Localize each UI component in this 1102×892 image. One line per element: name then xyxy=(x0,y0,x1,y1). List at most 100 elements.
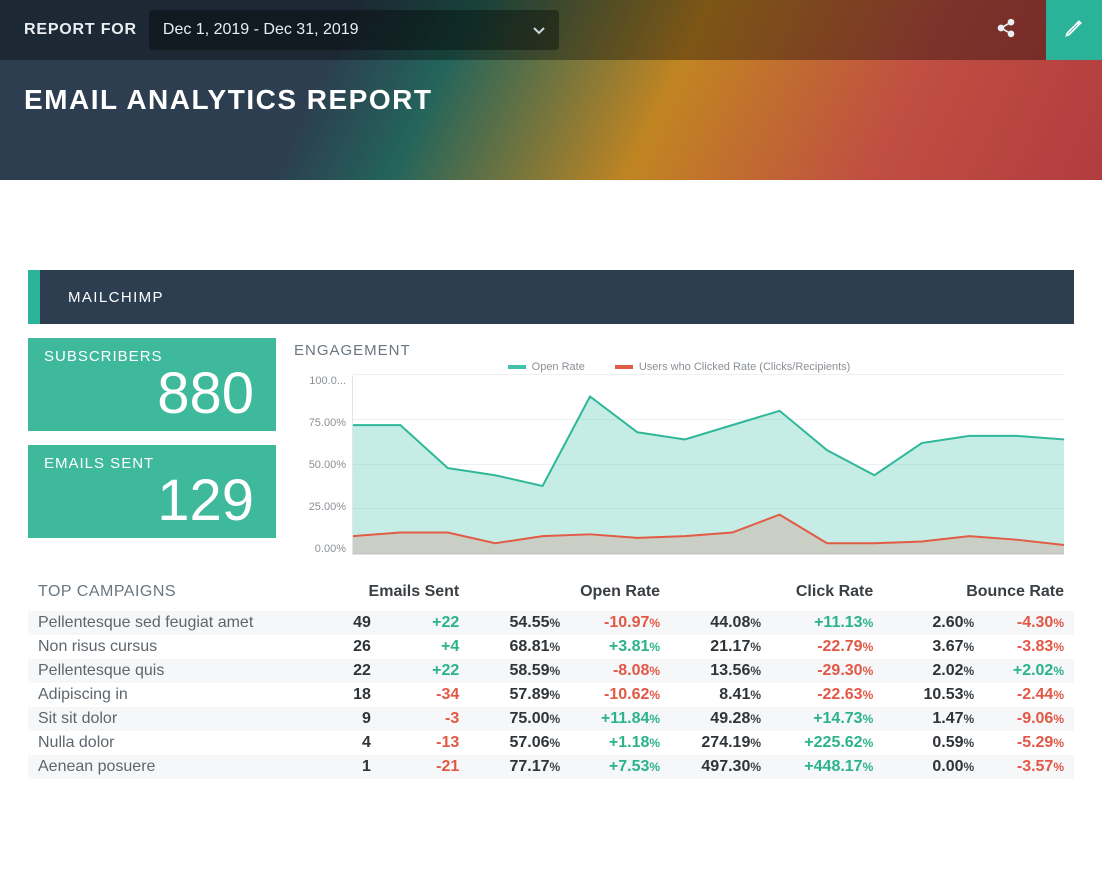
section-title: MAILCHIMP xyxy=(68,289,164,306)
cell-delta: +11.84% xyxy=(570,707,670,731)
y-tick: 75.00% xyxy=(294,417,346,429)
cell-delta: -13 xyxy=(381,731,469,755)
col-emails-sent: Emails Sent xyxy=(280,577,469,611)
cell-value: 13.56% xyxy=(670,659,771,683)
col-click-rate: Click Rate xyxy=(670,577,883,611)
cell-delta: -4.30% xyxy=(984,611,1074,635)
cell-delta: -34 xyxy=(381,683,469,707)
legend-swatch xyxy=(615,365,633,369)
share-button[interactable] xyxy=(978,0,1034,60)
cell-value: 2.60% xyxy=(883,611,984,635)
cell-value: 22 xyxy=(280,659,381,683)
campaign-name: Aenean posuere xyxy=(28,755,280,779)
cell-value: 57.06% xyxy=(469,731,570,755)
cell-value: 44.08% xyxy=(670,611,771,635)
date-range-value: Dec 1, 2019 - Dec 31, 2019 xyxy=(163,21,359,39)
table-row: Pellentesque sed feugiat amet49+2254.55%… xyxy=(28,611,1074,635)
subscribers-value: 880 xyxy=(44,365,260,423)
metrics-row: SUBSCRIBERS 880 EMAILS SENT 129 ENGAGEME… xyxy=(28,338,1074,555)
content-area: MAILCHIMP SUBSCRIBERS 880 EMAILS SENT 12… xyxy=(0,180,1102,779)
cell-value: 57.89% xyxy=(469,683,570,707)
cell-delta: +14.73% xyxy=(771,707,883,731)
cell-value: 26 xyxy=(280,635,381,659)
cell-delta: -8.08% xyxy=(570,659,670,683)
table-row: Nulla dolor4-1357.06%+1.18%274.19%+225.6… xyxy=(28,731,1074,755)
chart-legend: Open Rate Users who Clicked Rate (Clicks… xyxy=(294,361,1064,373)
cell-delta: +11.13% xyxy=(771,611,883,635)
legend-item-click-rate: Users who Clicked Rate (Clicks/Recipient… xyxy=(615,361,851,373)
legend-label: Users who Clicked Rate (Clicks/Recipient… xyxy=(639,361,851,373)
cell-delta: +22 xyxy=(381,659,469,683)
cell-value: 21.17% xyxy=(670,635,771,659)
cell-value: 10.53% xyxy=(883,683,984,707)
stats-column: SUBSCRIBERS 880 EMAILS SENT 129 xyxy=(28,338,276,555)
col-open-rate: Open Rate xyxy=(469,577,670,611)
chart-body: 100.0... 75.00% 50.00% 25.00% 0.00% xyxy=(294,375,1064,555)
cell-value: 18 xyxy=(280,683,381,707)
y-axis: 100.0... 75.00% 50.00% 25.00% 0.00% xyxy=(294,375,352,555)
cell-delta: -9.06% xyxy=(984,707,1074,731)
table-title: TOP CAMPAIGNS xyxy=(28,577,280,611)
engagement-chart: ENGAGEMENT Open Rate Users who Clicked R… xyxy=(294,338,1074,555)
y-tick: 25.00% xyxy=(294,501,346,513)
y-tick: 0.00% xyxy=(294,543,346,555)
cell-delta: +3.81% xyxy=(570,635,670,659)
cell-delta: +1.18% xyxy=(570,731,670,755)
topbar: REPORT FOR Dec 1, 2019 - Dec 31, 2019 xyxy=(0,0,1102,60)
table-row: Aenean posuere1-2177.17%+7.53%497.30%+44… xyxy=(28,755,1074,779)
cell-delta: -22.79% xyxy=(771,635,883,659)
emails-sent-card: EMAILS SENT 129 xyxy=(28,445,276,538)
table-row: Pellentesque quis22+2258.59%-8.08%13.56%… xyxy=(28,659,1074,683)
edit-button[interactable] xyxy=(1046,0,1102,60)
cell-value: 3.67% xyxy=(883,635,984,659)
cell-delta: +4 xyxy=(381,635,469,659)
cell-delta: -22.63% xyxy=(771,683,883,707)
chevron-down-icon xyxy=(533,24,545,36)
campaign-name: Non risus cursus xyxy=(28,635,280,659)
campaign-name: Pellentesque quis xyxy=(28,659,280,683)
header-band: REPORT FOR Dec 1, 2019 - Dec 31, 2019 xyxy=(0,0,1102,180)
subscribers-card: SUBSCRIBERS 880 xyxy=(28,338,276,431)
section-bar: MAILCHIMP xyxy=(28,270,1074,324)
table-row: Sit sit dolor9-375.00%+11.84%49.28%+14.7… xyxy=(28,707,1074,731)
cell-delta: -29.30% xyxy=(771,659,883,683)
cell-value: 68.81% xyxy=(469,635,570,659)
cell-value: 54.55% xyxy=(469,611,570,635)
cell-delta: -5.29% xyxy=(984,731,1074,755)
cell-value: 4 xyxy=(280,731,381,755)
campaigns-table: TOP CAMPAIGNS Emails Sent Open Rate Clic… xyxy=(28,577,1074,779)
cell-delta: -2.44% xyxy=(984,683,1074,707)
legend-item-open-rate: Open Rate xyxy=(508,361,585,373)
cell-delta: -3.57% xyxy=(984,755,1074,779)
chart-plot xyxy=(352,375,1064,555)
campaign-name: Pellentesque sed feugiat amet xyxy=(28,611,280,635)
chart-title: ENGAGEMENT xyxy=(294,342,1064,359)
campaign-name: Sit sit dolor xyxy=(28,707,280,731)
cell-value: 49.28% xyxy=(670,707,771,731)
date-range-dropdown[interactable]: Dec 1, 2019 - Dec 31, 2019 xyxy=(149,10,559,50)
cell-value: 75.00% xyxy=(469,707,570,731)
cell-delta: +7.53% xyxy=(570,755,670,779)
y-tick: 100.0... xyxy=(294,375,346,387)
cell-delta: -3.83% xyxy=(984,635,1074,659)
page-title: EMAIL ANALYTICS REPORT xyxy=(0,60,1102,116)
campaign-name: Nulla dolor xyxy=(28,731,280,755)
cell-value: 8.41% xyxy=(670,683,771,707)
cell-delta: -10.97% xyxy=(570,611,670,635)
campaign-name: Adipiscing in xyxy=(28,683,280,707)
emails-sent-value: 129 xyxy=(44,472,260,530)
pencil-icon xyxy=(1064,18,1084,43)
campaigns-table-wrap: TOP CAMPAIGNS Emails Sent Open Rate Clic… xyxy=(28,577,1074,779)
cell-value: 0.00% xyxy=(883,755,984,779)
table-row: Adipiscing in18-3457.89%-10.62%8.41%-22.… xyxy=(28,683,1074,707)
cell-value: 2.02% xyxy=(883,659,984,683)
cell-delta: +2.02% xyxy=(984,659,1074,683)
cell-delta: +225.62% xyxy=(771,731,883,755)
cell-value: 58.59% xyxy=(469,659,570,683)
cell-delta: +448.17% xyxy=(771,755,883,779)
share-icon xyxy=(996,18,1016,43)
cell-value: 49 xyxy=(280,611,381,635)
legend-swatch xyxy=(508,365,526,369)
cell-value: 274.19% xyxy=(670,731,771,755)
cell-value: 0.59% xyxy=(883,731,984,755)
